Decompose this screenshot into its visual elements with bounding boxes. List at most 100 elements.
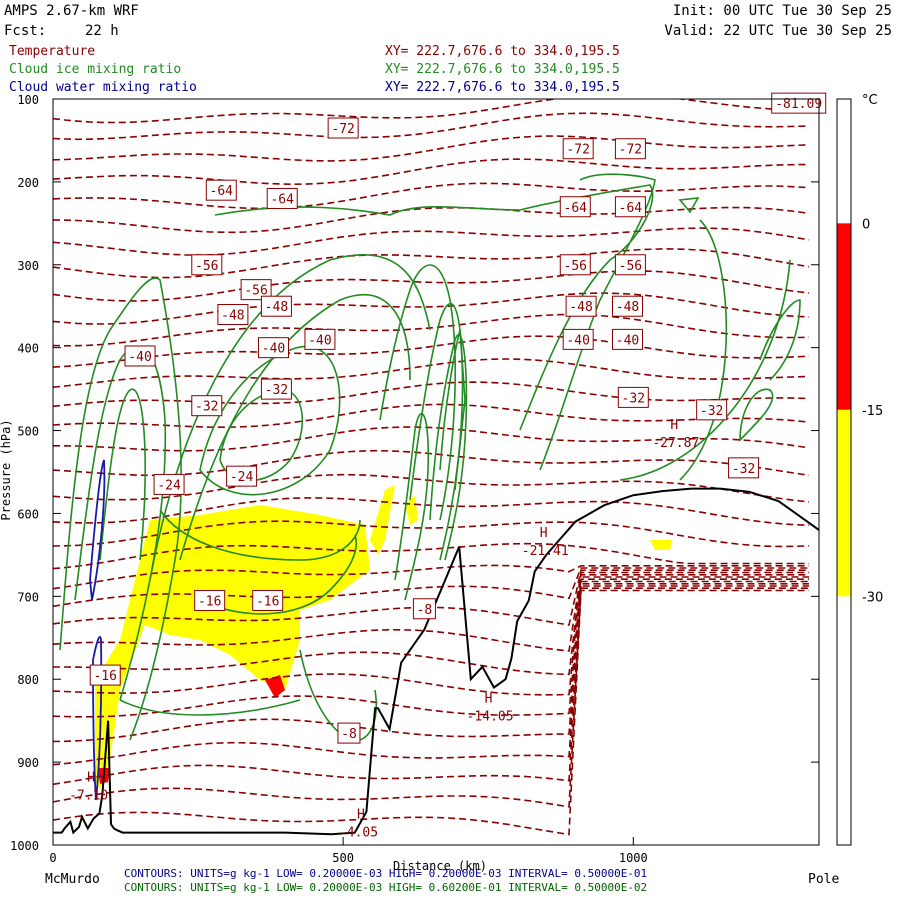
temperature-label-box — [260, 295, 292, 317]
temperature-label-text: -81.09 — [775, 97, 822, 112]
temperature-contour — [53, 227, 810, 256]
temperature-contour — [53, 583, 809, 766]
temperature-label-box — [559, 196, 591, 218]
temperature-contour — [53, 578, 809, 718]
temperature-contour — [53, 112, 810, 141]
temperature-label: -48 — [612, 295, 643, 317]
temperature-label-text: -64 — [619, 201, 643, 216]
y-tick-label: 600 — [17, 507, 39, 521]
init-time: Init: 00 UTC Tue 30 Sep 25 — [672, 3, 892, 19]
cloud-ice-contour — [739, 388, 774, 442]
temperature-label-box — [562, 328, 594, 350]
extremum-value: -27.87 — [652, 436, 699, 451]
temperature-label-text: -56 — [564, 259, 587, 274]
temperature-label: -32 — [260, 378, 292, 400]
temperature-label-box — [617, 386, 649, 408]
cloud-ice-contours — [59, 173, 801, 742]
temperature-contour — [53, 449, 810, 477]
temperature-label-box — [205, 179, 237, 201]
cloud-water-contour — [92, 636, 103, 801]
temperature-label: -72 — [562, 138, 594, 160]
temperature-label: -40 — [258, 337, 290, 359]
temperature-label-box — [327, 117, 359, 139]
temperature-label-text: -16 — [93, 669, 116, 684]
temperature-label-text: -8 — [341, 727, 357, 742]
temperature-contour — [53, 292, 810, 325]
temperature-label-box — [89, 664, 121, 686]
colorbar-outline — [836, 98, 852, 846]
temperature-contour — [53, 403, 810, 429]
temperature-label: -48 — [565, 295, 597, 317]
cloud-ice-contour — [379, 264, 456, 521]
temperature-label: -32 — [696, 399, 728, 421]
temperature-label-text: -32 — [732, 462, 755, 477]
temperature-label: -48 — [260, 295, 292, 317]
temperature-label: -24 — [153, 473, 185, 495]
cloud-ice-contour — [119, 699, 301, 716]
temperature-label-text: -16 — [256, 594, 279, 609]
terrain-layer — [53, 487, 819, 836]
temperature-label: -72 — [614, 138, 646, 160]
x-axis: 0 500 1000 — [49, 837, 648, 865]
yellow-region-small — [370, 485, 395, 555]
temperature-label-text: -40 — [262, 342, 285, 357]
cloud-ice-contour — [678, 197, 700, 214]
yellow-region-main — [95, 505, 370, 790]
temperature-label-text: -48 — [616, 300, 639, 315]
temperature-label-text: -48 — [569, 300, 592, 315]
temperature-label-text: -48 — [265, 300, 288, 315]
temperature-contour — [53, 335, 810, 368]
legend-temperature-name: Temperature — [9, 44, 96, 59]
temperature-label-box — [771, 92, 827, 114]
temperature-label-box — [194, 589, 226, 611]
temperature-label: -8 — [412, 598, 436, 620]
temperature-label-box — [614, 254, 646, 276]
temperature-label-text: -32 — [265, 383, 288, 398]
temperature-contour — [53, 313, 810, 347]
temperature-contour — [53, 542, 809, 570]
y-tick-label: 700 — [17, 590, 39, 604]
extremum-marker: H — [87, 770, 95, 785]
temperature-contour — [53, 182, 810, 210]
temperature-contour — [53, 567, 809, 608]
plot-frame — [52, 98, 820, 846]
temperature-label: -56 — [191, 254, 223, 276]
temperature-label-box — [728, 457, 760, 479]
temperature-label-text: -32 — [700, 404, 723, 419]
temperature-label-box — [612, 328, 643, 350]
colorbar-band — [837, 223, 851, 410]
cloud-water-contour — [89, 459, 106, 601]
temperature-label-box — [612, 295, 643, 317]
temperature-label-box — [337, 722, 361, 744]
temperature-contour — [53, 473, 810, 503]
temperature-label: -40 — [124, 345, 156, 367]
cloud-ice-contour — [439, 329, 466, 491]
legend-cloud-water-xy: XY= 222.7,676.6 to 334.0,195.5 — [385, 80, 620, 95]
cloud-ice-contour — [179, 294, 411, 561]
colorbar-tick-label: -15 — [862, 404, 883, 419]
colorbar-tick-label: -30 — [862, 590, 883, 605]
cloud-ice-contour — [759, 299, 801, 381]
temperature-label: -64 — [614, 196, 646, 218]
temperature-contour — [53, 580, 809, 743]
cloud-ice-contour — [199, 534, 357, 615]
temperature-label-box — [304, 328, 336, 350]
temperature-label-box — [226, 465, 258, 487]
temperature-label: -56 — [559, 254, 591, 276]
temperature-label-text: -72 — [619, 143, 642, 158]
cloud-ice-contour — [99, 388, 146, 561]
temperature-label-text: -56 — [619, 259, 642, 274]
temperature-label: -32 — [617, 386, 649, 408]
temperature-contour — [53, 564, 809, 590]
temperature-label-text: -72 — [331, 122, 354, 137]
temperature-label-box — [191, 395, 223, 417]
extrema-labels: H -7.10 H -4.05 H -14.05 H -21.41 H -27.87 — [69, 418, 699, 841]
fcst-label: Fcst: — [4, 23, 47, 39]
legend-cloud-water-name: Cloud water mixing ratio — [9, 80, 197, 95]
temperature-label-text: -64 — [564, 201, 588, 216]
temperature-label-text: -40 — [616, 333, 639, 348]
temperature-label-text: -56 — [244, 284, 267, 299]
temperature-label: -64 — [266, 187, 298, 209]
temperature-label-text: -32 — [622, 391, 645, 406]
